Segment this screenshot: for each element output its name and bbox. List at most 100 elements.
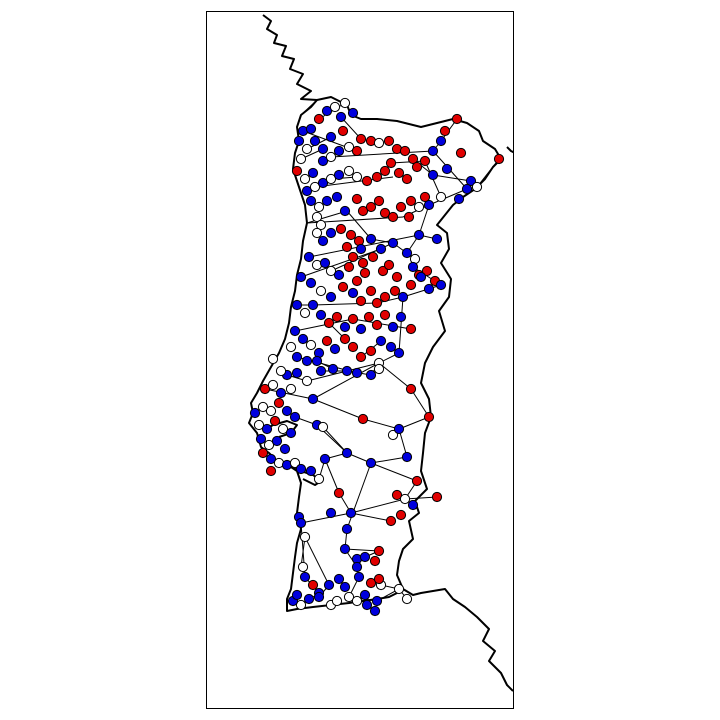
node-white: [301, 375, 313, 387]
node-blue: [385, 341, 397, 353]
node-blue: [375, 243, 387, 255]
node-white: [299, 173, 311, 185]
node-red: [379, 291, 391, 303]
node-blue: [333, 269, 345, 281]
node-red: [405, 323, 417, 335]
network-edge: [350, 512, 392, 522]
node-red: [407, 153, 419, 165]
node-blue: [325, 131, 337, 143]
network-edge: [404, 496, 438, 500]
node-red: [411, 161, 423, 173]
node-blue: [317, 155, 329, 167]
node-red: [419, 155, 431, 167]
node-white: [315, 219, 327, 231]
node-blue: [413, 229, 425, 241]
node-white: [387, 429, 399, 441]
node-red: [419, 191, 431, 203]
node-blue: [347, 287, 359, 299]
node-blue: [301, 185, 313, 197]
node-blue: [341, 523, 353, 535]
node-blue: [293, 135, 305, 147]
network-edge: [300, 99, 318, 116]
node-blue: [297, 333, 309, 345]
network-edge: [398, 296, 404, 354]
network-edge: [390, 160, 426, 164]
node-red: [363, 311, 375, 323]
node-blue: [333, 169, 345, 181]
node-red: [257, 447, 269, 459]
node-red: [393, 167, 405, 179]
node-white: [331, 595, 343, 607]
node-blue: [353, 571, 365, 583]
node-blue: [327, 363, 339, 375]
node-blue: [461, 183, 473, 195]
node-blue: [387, 237, 399, 249]
node-blue: [395, 311, 407, 323]
node-white: [401, 593, 413, 605]
node-blue: [289, 325, 301, 337]
node-blue: [307, 167, 319, 179]
network-edge: [344, 548, 380, 552]
node-red: [383, 135, 395, 147]
coastline-portugal: [262, 14, 513, 692]
node-red: [431, 491, 443, 503]
network-edge: [294, 318, 354, 332]
network-edge: [312, 362, 380, 400]
node-white: [317, 421, 329, 433]
node-red: [367, 251, 379, 263]
node-blue: [359, 589, 371, 601]
node-white: [301, 143, 313, 155]
node-white: [325, 173, 337, 185]
network-edge: [304, 536, 330, 586]
node-white: [257, 401, 269, 413]
node-blue: [465, 175, 477, 187]
node-blue: [295, 463, 307, 475]
node-blue: [325, 291, 337, 303]
node-red: [399, 145, 411, 157]
node-blue: [435, 279, 447, 291]
node-white: [267, 353, 279, 365]
node-blue: [435, 135, 447, 147]
node-blue: [305, 277, 317, 289]
node-blue: [407, 499, 419, 511]
node-blue: [305, 195, 317, 207]
node-blue: [321, 195, 333, 207]
node-red: [347, 313, 359, 325]
node-white: [351, 171, 363, 183]
node-blue: [365, 457, 377, 469]
node-red: [323, 317, 335, 329]
node-white: [285, 341, 297, 353]
node-red: [333, 487, 345, 499]
node-blue: [291, 589, 303, 601]
node-red: [259, 383, 271, 395]
node-white: [311, 211, 323, 223]
node-blue: [317, 177, 329, 189]
node-red: [371, 171, 383, 183]
node-white: [435, 191, 447, 203]
node-blue: [431, 233, 443, 245]
node-blue: [371, 595, 383, 607]
node-blue: [369, 605, 381, 617]
node-red: [335, 223, 347, 235]
node-white: [343, 141, 355, 153]
node-blue: [427, 169, 439, 181]
node-red: [373, 195, 385, 207]
node-blue: [423, 199, 435, 211]
node-blue: [387, 321, 399, 333]
network-edge: [378, 362, 412, 390]
network-edge: [428, 188, 468, 206]
node-white: [393, 583, 405, 595]
node-white: [263, 439, 275, 451]
node-blue: [255, 433, 267, 445]
node-red: [365, 285, 377, 297]
node-blue: [291, 351, 303, 363]
node-blue: [453, 193, 465, 205]
node-red: [439, 125, 451, 137]
node-white: [471, 181, 483, 193]
node-blue: [311, 355, 323, 367]
node-blue: [307, 299, 319, 311]
node-blue: [355, 323, 367, 335]
network-edge: [264, 388, 314, 400]
node-white: [313, 201, 325, 213]
node-blue: [333, 145, 345, 157]
